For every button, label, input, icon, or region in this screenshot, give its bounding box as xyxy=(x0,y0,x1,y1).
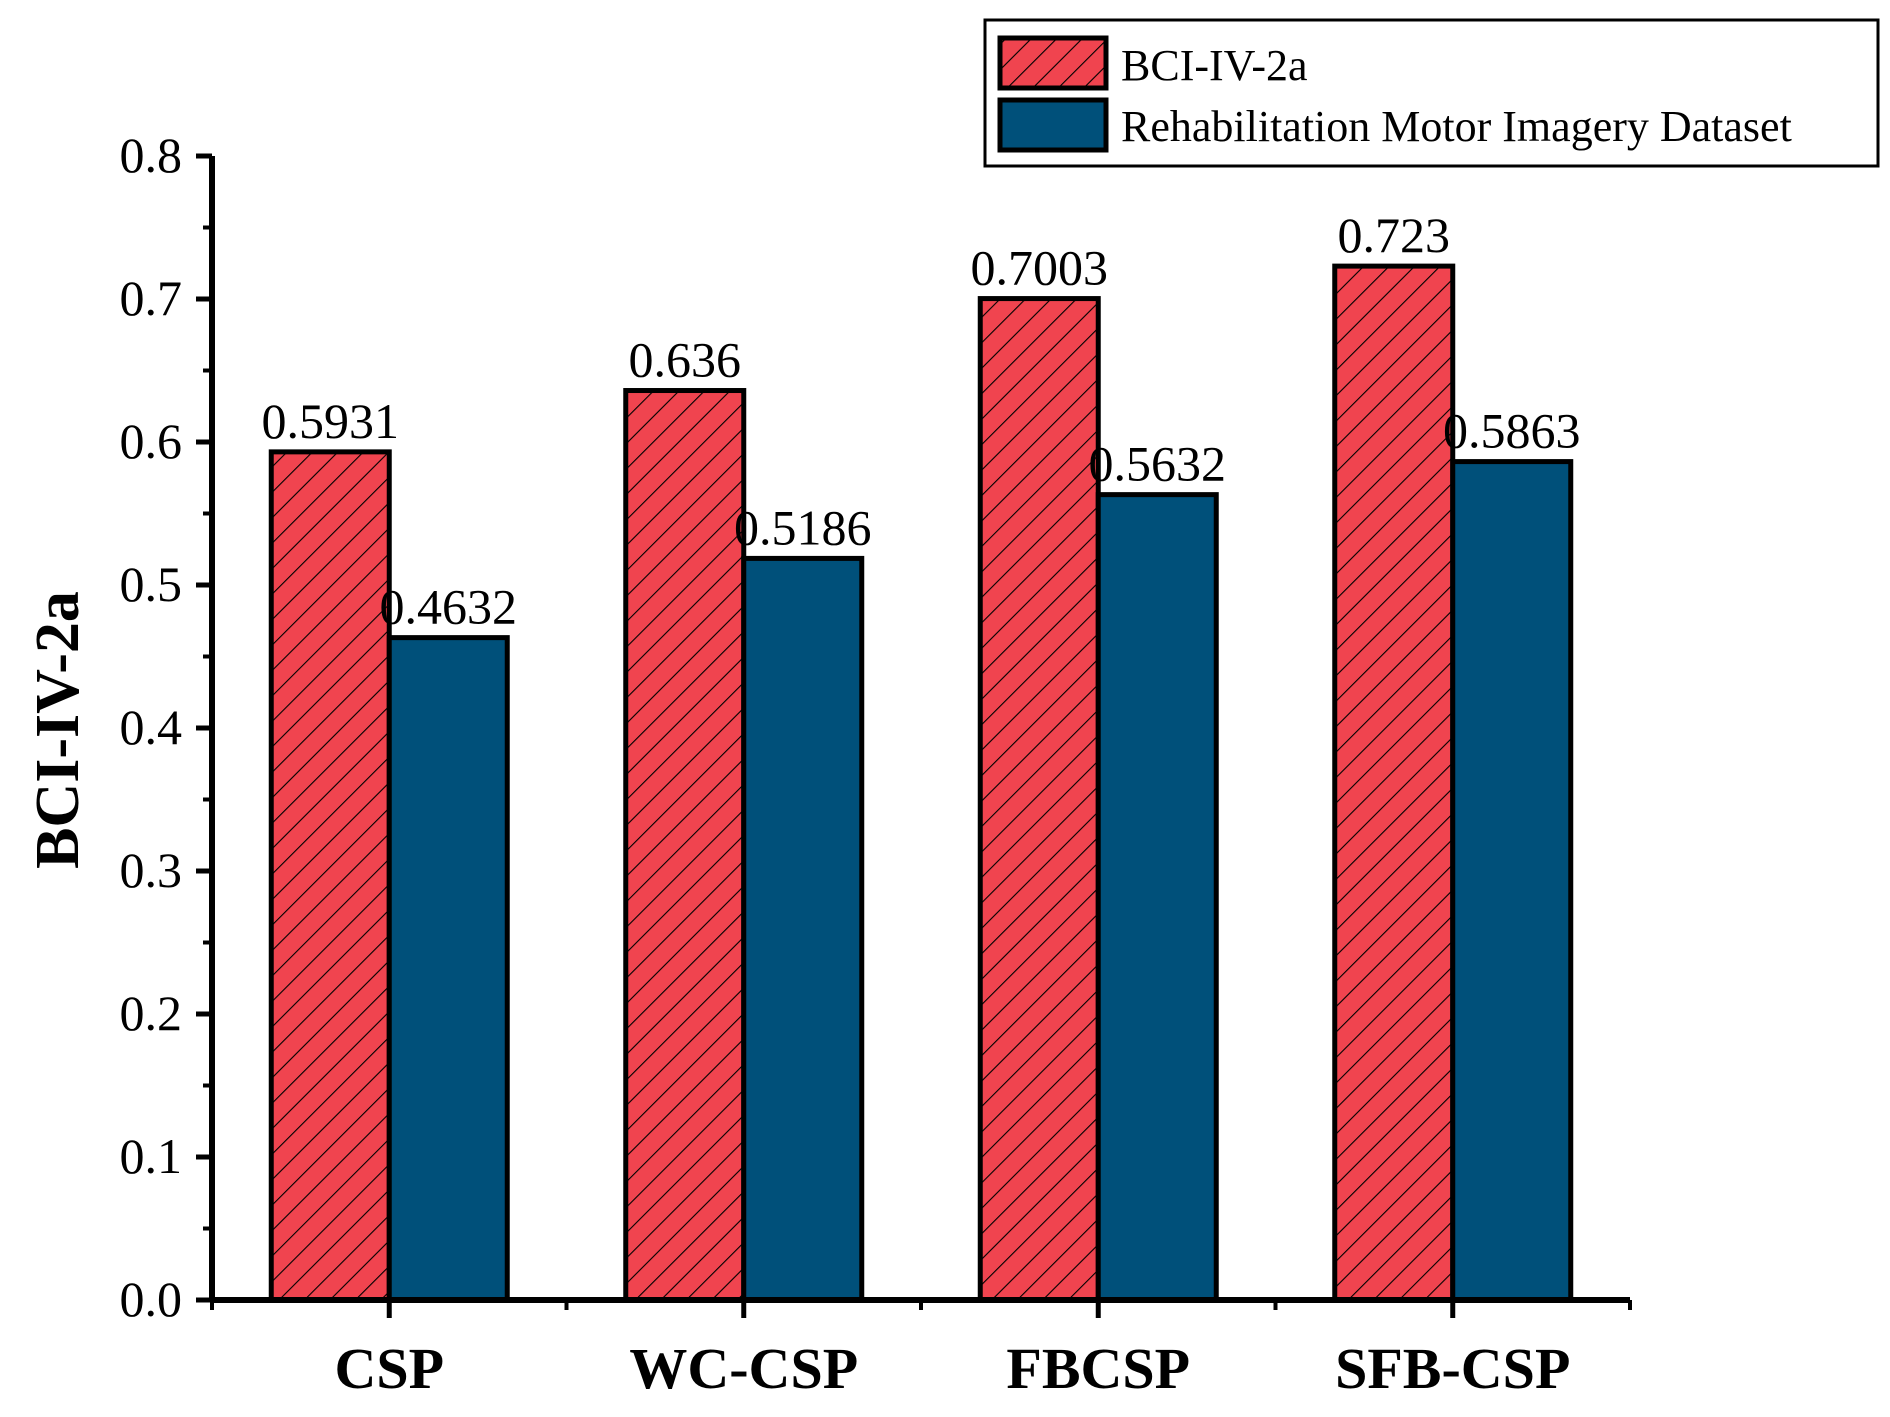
bar-rehab-wc-csp xyxy=(741,555,865,1303)
data-label-bci-csp: 0.5931 xyxy=(262,393,400,449)
y-tick-label: 0.2 xyxy=(120,985,183,1041)
bar-bci-sfb-csp xyxy=(1332,263,1456,1303)
y-tick-label: 0.6 xyxy=(120,413,183,469)
bar-rehab-sfb-csp xyxy=(1450,459,1574,1303)
y-tick-label: 0.4 xyxy=(120,699,183,755)
x-tick-label-sfb-csp: SFB-CSP xyxy=(1335,1336,1570,1401)
data-label-rehab-csp: 0.4632 xyxy=(380,579,518,635)
legend-swatch-bci xyxy=(997,35,1109,91)
y-tick-label: 0.0 xyxy=(120,1271,183,1327)
data-label-bci-wc-csp: 0.636 xyxy=(629,332,742,388)
x-tick-label-csp: CSP xyxy=(334,1336,444,1401)
y-tick-label: 0.7 xyxy=(120,270,183,326)
axes-group: CSP WC-CSP FBCSP SFB-CSP 0.0 0.1 0.2 0.3 0.4 0.5 0… xyxy=(120,127,1632,1401)
y-axis-title: BCI-IV-2a xyxy=(24,591,92,869)
bar-bci-csp xyxy=(268,449,392,1303)
bar-bci-wc-csp xyxy=(623,388,747,1303)
bar-bci-fbcsp xyxy=(977,296,1101,1303)
bars-group: 0.5931 0.4632 0.636 0.5186 0.7003 0.5632 0.723… xyxy=(262,207,1581,1303)
bar-rehab-fbcsp xyxy=(1095,492,1219,1303)
data-label-bci-sfb-csp: 0.723 xyxy=(1338,207,1451,263)
x-tick-label-wc-csp: WC-CSP xyxy=(629,1336,858,1401)
data-label-rehab-fbcsp: 0.5632 xyxy=(1089,436,1227,492)
x-tick-label-fbcsp: FBCSP xyxy=(1006,1336,1190,1401)
bar-rehab-csp xyxy=(386,635,510,1303)
data-label-rehab-sfb-csp: 0.5863 xyxy=(1443,403,1581,459)
y-tick-label: 0.8 xyxy=(120,127,183,183)
legend-box xyxy=(983,18,1880,168)
legend-label-bci: BCI-IV-2a xyxy=(1121,41,1308,90)
y-tick-label: 0.3 xyxy=(120,842,183,898)
legend-label-rehab: Rehabilitation Motor Imagery Dataset xyxy=(1121,102,1792,151)
data-label-rehab-wc-csp: 0.5186 xyxy=(734,499,872,555)
data-label-bci-fbcsp: 0.7003 xyxy=(971,240,1109,296)
y-tick-label: 0.1 xyxy=(120,1128,183,1184)
legend: BCI-IV-2a Rehabilitation Motor Imagery D… xyxy=(983,18,1880,168)
legend-swatch-rehab xyxy=(997,97,1109,153)
y-tick-label: 0.5 xyxy=(120,556,183,612)
